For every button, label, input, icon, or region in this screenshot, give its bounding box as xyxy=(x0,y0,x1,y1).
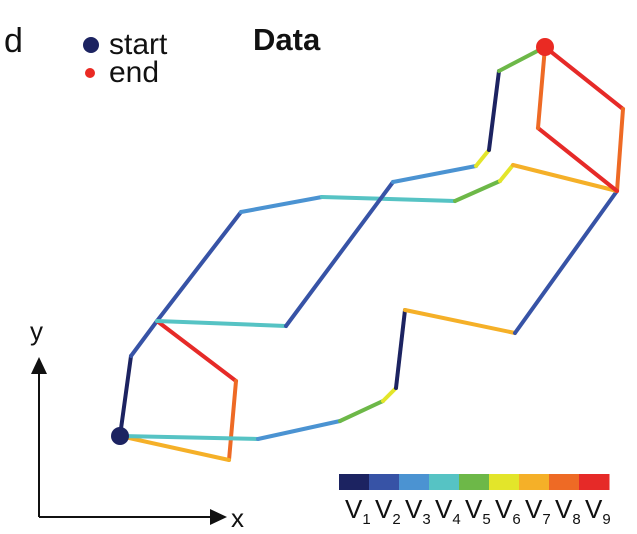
colorbar-swatch xyxy=(549,474,580,490)
colorbar-label: V7 xyxy=(525,494,551,528)
path-segment xyxy=(498,163,515,183)
colorbar-swatch xyxy=(579,474,610,490)
trajectory-path xyxy=(118,45,625,462)
colorbar-label: V2 xyxy=(375,494,401,528)
path-segment xyxy=(129,319,159,358)
path-segment xyxy=(256,419,342,441)
colorbar-swatch xyxy=(519,474,550,490)
colorbar-label: V5 xyxy=(465,494,491,528)
start-point-marker xyxy=(111,427,129,445)
path-segment xyxy=(536,126,619,193)
colorbar-swatch xyxy=(459,474,490,490)
colorbar-swatch xyxy=(489,474,520,490)
x-axis-label: x xyxy=(231,503,244,533)
path-segment xyxy=(320,195,457,203)
path-segment xyxy=(155,210,243,323)
path-segment xyxy=(155,319,238,383)
colorbar-label: V3 xyxy=(405,494,431,528)
path-segment xyxy=(487,69,501,152)
path-segment xyxy=(536,45,547,130)
end-point-marker xyxy=(536,38,554,56)
path-segment xyxy=(227,379,238,462)
colorbar-swatch xyxy=(369,474,400,490)
path-segment xyxy=(403,308,517,335)
diagram-title: Data xyxy=(253,22,321,57)
colorbar-label: V9 xyxy=(585,494,611,528)
colorbar-label: V6 xyxy=(495,494,521,528)
path-segment xyxy=(155,319,288,328)
colorbar-swatch xyxy=(339,474,370,490)
colorbar-label: V1 xyxy=(345,494,371,528)
path-segment xyxy=(615,107,625,193)
path-segment xyxy=(118,354,133,438)
y-axis-arrowhead-icon xyxy=(31,357,47,374)
start-marker-legend-icon xyxy=(83,37,99,53)
colorbar-label: V8 xyxy=(555,494,581,528)
path-segment xyxy=(239,195,324,214)
path-segment xyxy=(391,164,478,184)
colorbar: V1 V2 V3 V4 V5 V6 V7 V8 V9 xyxy=(339,474,611,528)
legend-start-label: start xyxy=(109,28,168,61)
path-segment xyxy=(118,434,231,462)
colorbar-swatch xyxy=(429,474,460,490)
path-segment xyxy=(118,434,260,441)
end-marker-legend-icon xyxy=(85,68,95,78)
colorbar-label: V4 xyxy=(435,494,461,528)
y-axis-label: y xyxy=(30,316,43,346)
path-segment xyxy=(394,308,407,390)
path-segment xyxy=(474,148,491,168)
path-segment xyxy=(543,45,625,111)
path-segment xyxy=(381,386,398,403)
path-segment xyxy=(513,189,619,335)
path-segment xyxy=(284,180,395,328)
path-segment xyxy=(453,179,502,203)
colorbar-swatch xyxy=(399,474,430,490)
legend-end-label: end xyxy=(109,56,159,89)
path-segment xyxy=(338,399,385,423)
x-axis-arrowhead-icon xyxy=(210,509,227,525)
path-segment xyxy=(511,163,619,193)
axes-indicator xyxy=(31,357,227,525)
panel-letter: d xyxy=(4,22,23,60)
